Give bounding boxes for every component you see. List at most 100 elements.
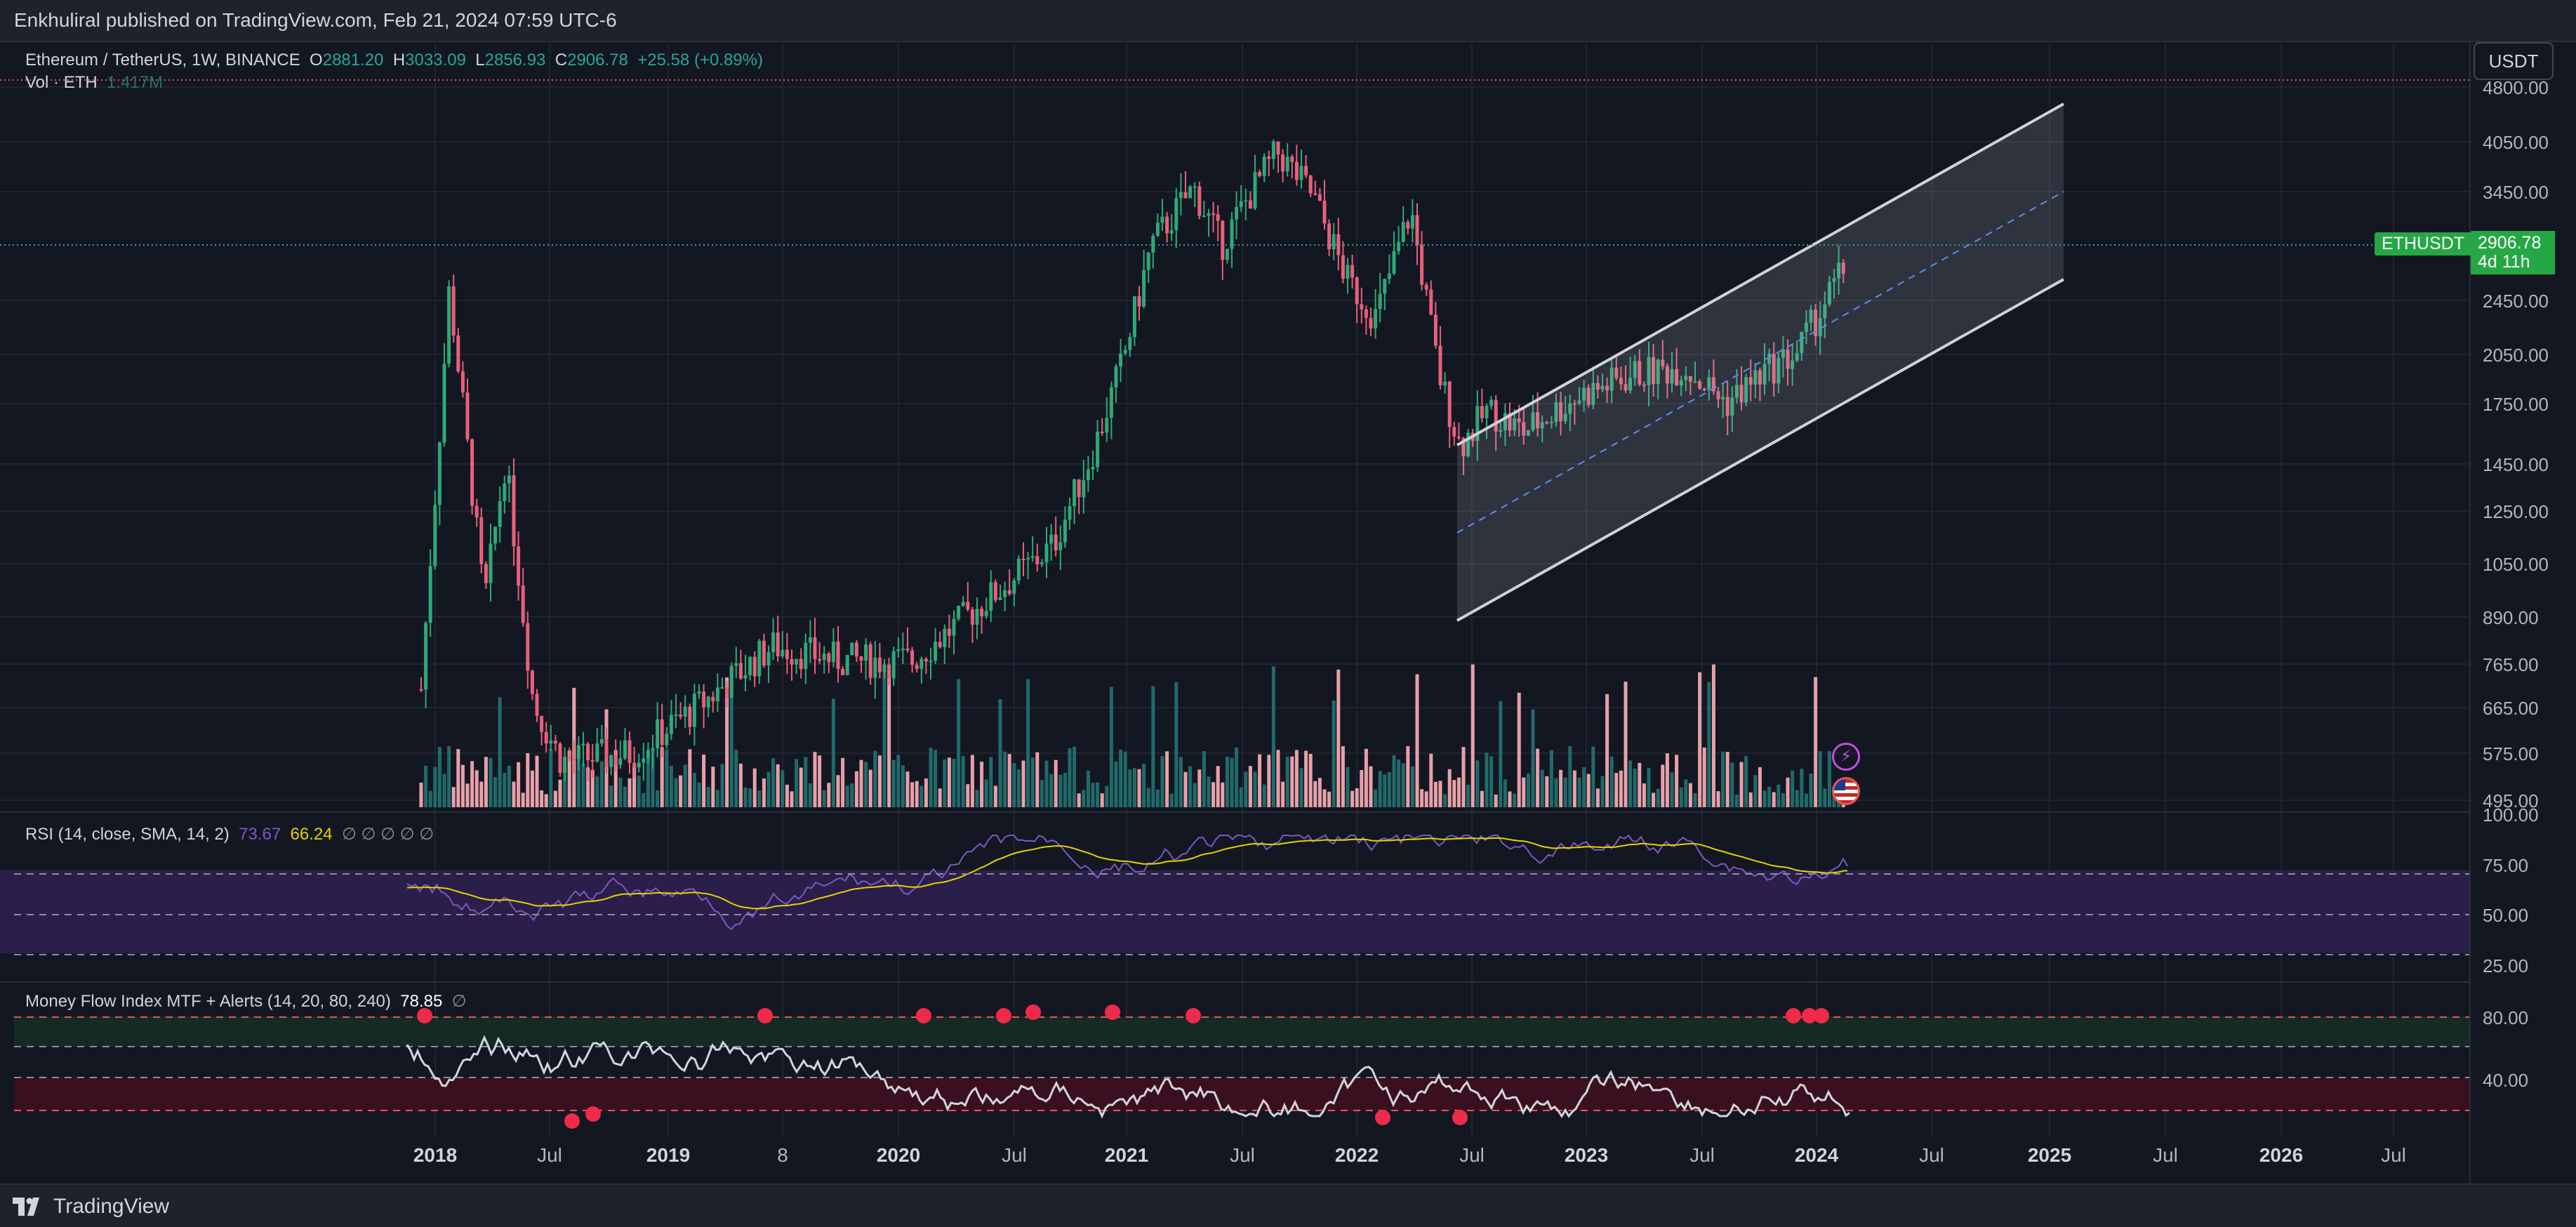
candle-body xyxy=(1433,314,1438,346)
candle-body xyxy=(827,654,831,663)
candle-body xyxy=(572,759,576,761)
volume-bar xyxy=(1128,769,1132,807)
candle-body xyxy=(1132,296,1136,338)
rsi-line xyxy=(406,834,1848,931)
volume-bar xyxy=(776,764,780,807)
volume-bar xyxy=(1299,768,1303,807)
rsi-pane-divider[interactable] xyxy=(0,811,2471,813)
candle-body xyxy=(1392,251,1396,274)
rsi-na-values: ∅ ∅ ∅ ∅ ∅ xyxy=(341,825,434,844)
mfi-alert-dot xyxy=(1025,1004,1041,1020)
price-tick-label: 1750.00 xyxy=(2483,394,2549,415)
chart-area[interactable] xyxy=(0,41,2576,1183)
candle-body xyxy=(1614,367,1619,378)
mfi-legend[interactable]: Money Flow Index MTF + Alerts (14, 20, 8… xyxy=(25,991,467,1012)
candle-body xyxy=(1582,387,1586,401)
candle-body xyxy=(1360,304,1364,310)
volume-bar xyxy=(738,763,743,807)
rsi-lines xyxy=(14,834,2469,955)
candle-body xyxy=(1647,357,1651,385)
chart-canvas xyxy=(0,41,2469,1137)
candle-body xyxy=(1244,200,1248,202)
rsi-legend[interactable]: RSI (14, close, SMA, 14, 2) 73.67 66.24 … xyxy=(25,824,434,844)
candle-body xyxy=(854,642,858,657)
volume-bar xyxy=(656,790,660,807)
rsi-value: 73.67 xyxy=(239,825,281,844)
us-flag-icon[interactable] xyxy=(1832,777,1860,805)
volume-bar xyxy=(428,790,432,807)
volume-legend[interactable]: Vol · ETH 1.417M xyxy=(25,73,163,93)
volume-bar xyxy=(646,758,650,807)
candle-body xyxy=(1151,235,1155,253)
candle-body xyxy=(1688,376,1692,382)
volume-bar xyxy=(873,750,877,807)
volume-bar xyxy=(1777,784,1781,807)
candle-body xyxy=(1294,161,1299,180)
volume-bar xyxy=(947,757,951,807)
volume-bar xyxy=(1276,750,1280,807)
candle-body xyxy=(715,687,719,702)
candle-body xyxy=(581,743,585,745)
volume-bar xyxy=(980,762,984,807)
volume-bar xyxy=(1536,748,1540,807)
candle-body xyxy=(1415,215,1419,245)
currency-button[interactable]: USDT xyxy=(2474,42,2554,80)
main-legend[interactable]: Ethereum / TetherUS, 1W, BINANCE O2881.2… xyxy=(25,51,763,70)
volume-bar xyxy=(599,761,604,807)
volume-bar xyxy=(910,782,915,807)
candle-body xyxy=(540,715,544,732)
time-tick-label: 2018 xyxy=(413,1144,458,1166)
candle-body xyxy=(1420,244,1424,285)
channel-mid-line[interactable] xyxy=(1456,191,2064,533)
candle-body xyxy=(1207,213,1211,216)
published-info: Enkhuliral published on TradingView.com,… xyxy=(14,9,617,31)
volume-bar xyxy=(1322,789,1327,807)
volume-bar xyxy=(734,750,738,807)
time-tick-label: 2024 xyxy=(1794,1144,1839,1166)
mfi-tick-label: 80.00 xyxy=(2483,1007,2529,1028)
symbol-name[interactable]: Ethereum / TetherUS, 1W, BINANCE xyxy=(25,51,300,69)
candle-body xyxy=(702,691,706,708)
candle-body xyxy=(1235,207,1239,220)
volume-bar xyxy=(642,792,646,807)
volume-bar xyxy=(674,778,678,807)
volume-bar xyxy=(901,765,905,807)
volume-bar xyxy=(1267,755,1271,807)
lightning-icon[interactable]: ⚡ xyxy=(1832,743,1860,771)
price-tick-label: 665.00 xyxy=(2483,698,2539,719)
volume-bar xyxy=(1392,755,1396,807)
candle-body xyxy=(544,731,548,744)
candle-body xyxy=(1114,366,1118,387)
mfi-pane-divider[interactable] xyxy=(0,981,2471,983)
candle-body xyxy=(586,743,590,761)
candle-body xyxy=(1146,252,1150,270)
volume-bar xyxy=(1026,679,1030,807)
volume-bar xyxy=(567,750,571,807)
volume-bar xyxy=(1786,777,1790,807)
volume-bar xyxy=(1721,751,1725,807)
volume-bar xyxy=(850,783,854,807)
candle-body xyxy=(1800,331,1804,353)
time-tick-label: Jul xyxy=(2381,1144,2406,1166)
channel-lower-line[interactable] xyxy=(1456,278,2064,622)
candle-body xyxy=(1137,296,1141,307)
candle-body xyxy=(1424,284,1428,290)
volume-bar xyxy=(961,755,965,807)
channel-upper-line[interactable] xyxy=(1456,102,2064,446)
candle-body xyxy=(919,658,924,669)
candle-body xyxy=(766,652,771,666)
mfi-tick-label: 40.00 xyxy=(2483,1070,2529,1091)
candle-body xyxy=(743,675,748,679)
brand-name: TradingView xyxy=(53,1195,170,1218)
candle-body xyxy=(1591,383,1595,405)
candle-body xyxy=(1605,385,1609,391)
candle-body xyxy=(1304,166,1308,175)
volume-bar xyxy=(1179,757,1183,807)
candle-body xyxy=(1049,534,1054,544)
volume-bar xyxy=(1827,751,1831,807)
candle-body xyxy=(1054,534,1058,550)
volume-bar xyxy=(1554,778,1558,807)
candle-body xyxy=(882,664,887,672)
tradingview-brand[interactable]: TradingView xyxy=(13,1195,169,1219)
candle-body xyxy=(1554,402,1558,423)
